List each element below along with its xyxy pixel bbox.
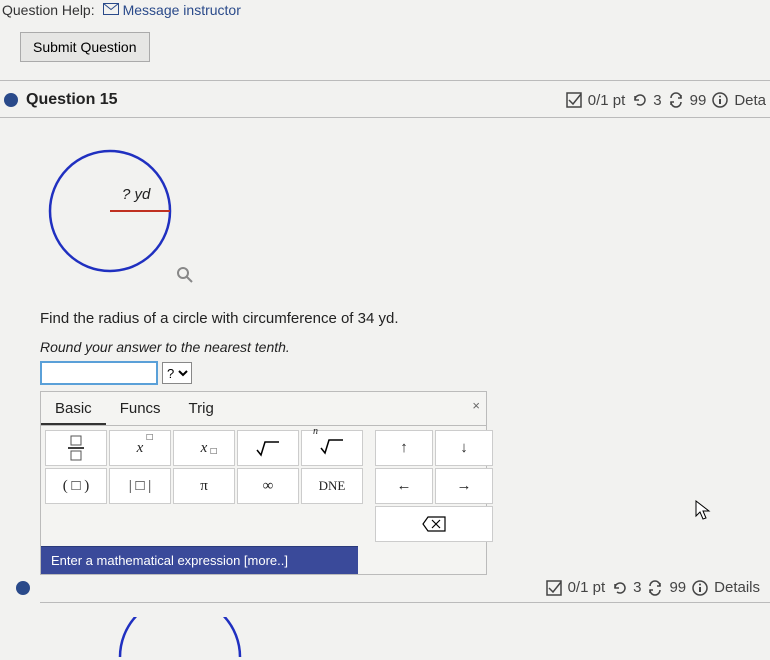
key-paren[interactable]: ( □ ) bbox=[45, 468, 107, 504]
message-instructor-link[interactable]: Message instructor bbox=[103, 2, 241, 18]
footer-attempts: 3 bbox=[633, 579, 641, 596]
mail-icon bbox=[103, 2, 119, 18]
key-abs[interactable]: | □ | bbox=[109, 468, 171, 504]
radius-label: ? yd bbox=[122, 186, 150, 203]
key-down[interactable]: ↓ bbox=[435, 430, 493, 466]
attempts-text: 3 bbox=[653, 92, 661, 109]
keypad-close-button[interactable]: × bbox=[472, 398, 480, 413]
keypad-hint[interactable]: Enter a mathematical expression [more..] bbox=[41, 546, 358, 574]
key-fraction[interactable] bbox=[45, 430, 107, 466]
question-status-dot bbox=[4, 93, 18, 107]
question-prompt: Find the radius of a circle with circumf… bbox=[40, 310, 770, 327]
magnify-icon[interactable] bbox=[176, 266, 194, 287]
details-link[interactable]: Deta bbox=[734, 92, 766, 109]
key-dne[interactable]: DNE bbox=[301, 468, 363, 504]
tab-basic[interactable]: Basic bbox=[41, 392, 106, 425]
info-icon bbox=[712, 92, 728, 108]
answer-input[interactable] bbox=[40, 361, 158, 385]
unit-select[interactable]: ? bbox=[162, 362, 192, 384]
retry-icon bbox=[668, 92, 684, 108]
key-right[interactable]: → bbox=[435, 468, 493, 504]
question-title: Question 15 bbox=[26, 91, 118, 109]
key-subscript[interactable]: x□ bbox=[173, 430, 235, 466]
footer-points: 0/1 pt bbox=[568, 579, 606, 596]
key-sqrt[interactable] bbox=[237, 430, 299, 466]
checkbox-icon bbox=[566, 92, 582, 108]
footer-retries: 99 bbox=[669, 579, 686, 596]
retry-icon bbox=[647, 580, 663, 596]
key-nthroot[interactable]: n bbox=[301, 430, 363, 466]
footer-meta: 0/1 pt 3 99 Details bbox=[546, 579, 760, 596]
tab-trig[interactable]: Trig bbox=[175, 392, 228, 425]
question-meta: 0/1 pt 3 99 Deta bbox=[566, 92, 766, 109]
message-instructor-text: Message instructor bbox=[123, 2, 241, 18]
checkbox-icon bbox=[546, 580, 562, 596]
tab-funcs[interactable]: Funcs bbox=[106, 392, 175, 425]
key-infinity[interactable]: ∞ bbox=[237, 468, 299, 504]
undo-icon bbox=[631, 92, 647, 108]
help-label: Question Help: bbox=[2, 2, 95, 18]
rounding-note: Round your answer to the nearest tenth. bbox=[40, 339, 770, 355]
retries-text: 99 bbox=[690, 92, 707, 109]
points-text: 0/1 pt bbox=[588, 92, 626, 109]
info-icon bbox=[692, 580, 708, 596]
key-left[interactable]: ← bbox=[375, 468, 433, 504]
key-backspace[interactable] bbox=[375, 506, 493, 542]
footer-details-link[interactable]: Details bbox=[714, 579, 760, 596]
key-exponent[interactable]: x□ bbox=[109, 430, 171, 466]
undo-icon bbox=[611, 580, 627, 596]
math-keypad: Basic Funcs Trig × x□ x□ bbox=[40, 391, 487, 575]
circle-diagram: ? yd bbox=[40, 136, 200, 296]
key-up[interactable]: ↑ bbox=[375, 430, 433, 466]
next-question-diagram bbox=[110, 617, 770, 660]
footer-status-dot bbox=[16, 581, 30, 595]
key-pi[interactable]: π bbox=[173, 468, 235, 504]
submit-question-button[interactable]: Submit Question bbox=[20, 32, 150, 62]
